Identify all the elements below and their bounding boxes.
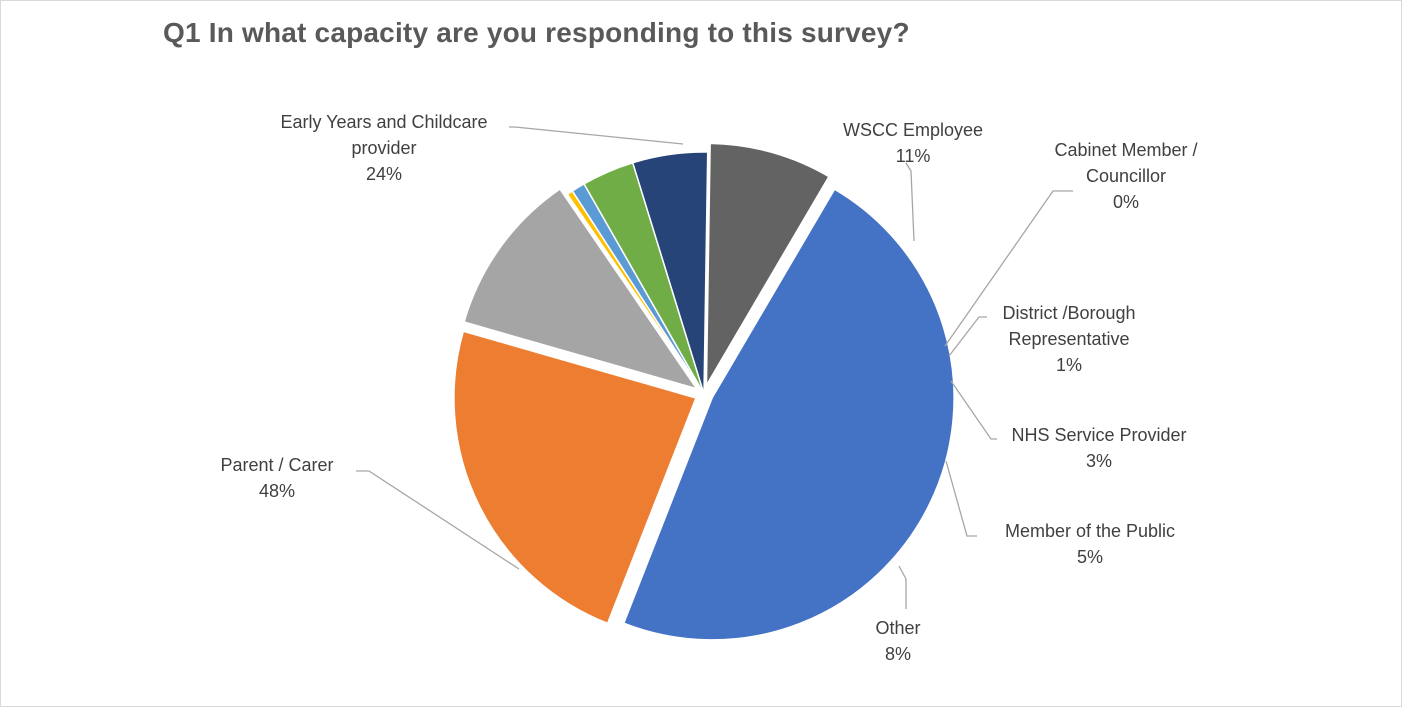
data-label-category: Early Years and Childcare [280, 112, 487, 132]
data-label: Parent / Carer 48% [220, 455, 333, 501]
pie-slice [631, 151, 709, 395]
data-label: WSCC Employee 11% [843, 120, 983, 166]
data-label-percent: 5% [1077, 547, 1103, 567]
pie-slice [622, 188, 955, 641]
data-label-category: provider [351, 138, 416, 158]
data-label-category: District /Borough [1002, 303, 1135, 323]
leader-line [509, 126, 684, 145]
data-label-category: Cabinet Member / [1054, 140, 1197, 160]
leader-line [898, 565, 907, 609]
data-label: NHS Service Provider 3% [1011, 425, 1186, 471]
leader-line [950, 380, 997, 440]
leader-line [944, 190, 1073, 347]
leader-line [905, 162, 915, 242]
pie-slice [453, 330, 697, 625]
data-label: District /Borough Representative 1% [1002, 303, 1135, 375]
data-label-percent: 3% [1086, 451, 1112, 471]
data-label-category: Councillor [1086, 166, 1166, 186]
data-label: Cabinet Member / Councillor 0% [1054, 140, 1197, 212]
leader-line [356, 470, 520, 570]
data-label-percent: 1% [1056, 355, 1082, 375]
data-label-percent: 48% [259, 481, 295, 501]
data-label-percent: 24% [366, 164, 402, 184]
data-label: Member of the Public 5% [1005, 521, 1175, 567]
data-label-percent: 11% [896, 146, 931, 166]
data-label-category: WSCC Employee [843, 120, 983, 140]
pie-slice [705, 142, 830, 389]
data-label-percent: 0% [1113, 192, 1139, 212]
data-label-category: Representative [1008, 329, 1129, 349]
leader-line [948, 316, 987, 357]
data-label-category: Other [875, 618, 920, 638]
data-label: Early Years and Childcare provider 24% [280, 112, 487, 184]
chart-title: Q1 In what capacity are you responding t… [163, 17, 910, 48]
data-label-category: Parent / Carer [220, 455, 333, 475]
data-label-category: Member of the Public [1005, 521, 1175, 541]
data-label-category: NHS Service Provider [1011, 425, 1186, 445]
leader-line [945, 460, 977, 537]
data-label-percent: 8% [885, 644, 911, 664]
data-label: Other 8% [875, 618, 920, 664]
pie-slice [463, 188, 699, 391]
